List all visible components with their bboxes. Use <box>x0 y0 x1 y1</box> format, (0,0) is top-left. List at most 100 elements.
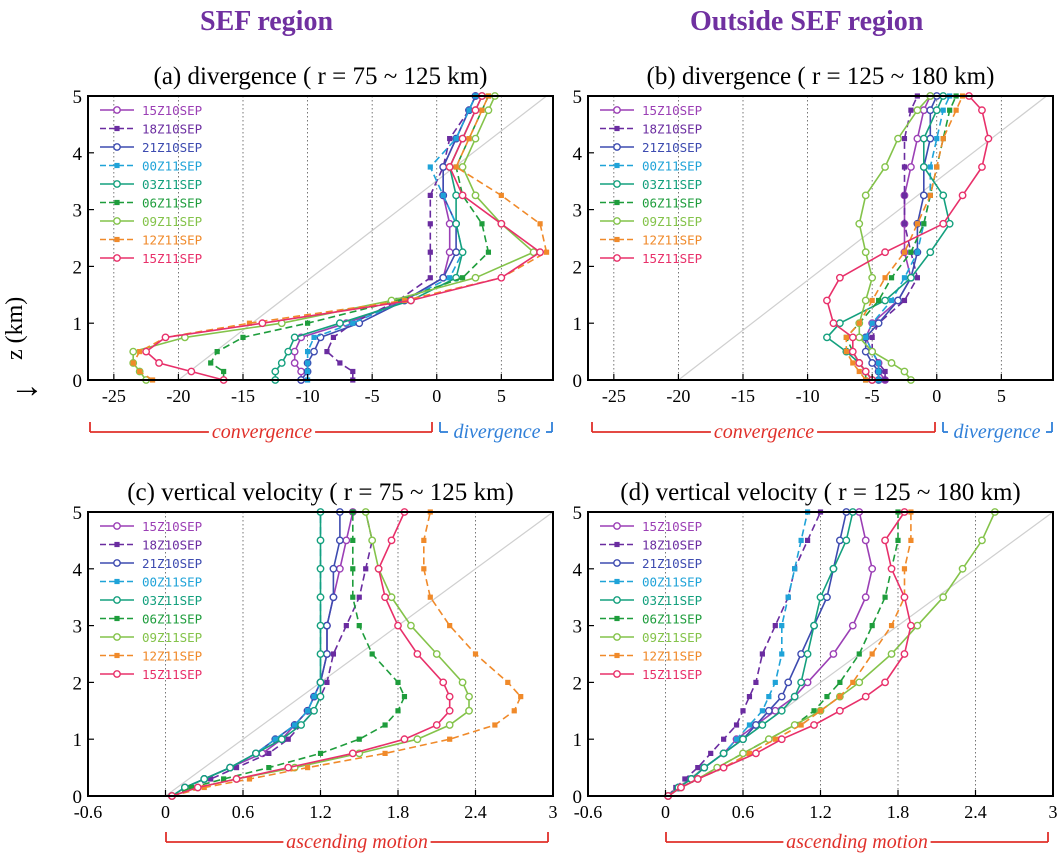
data-point <box>887 564 896 573</box>
data-point <box>137 349 143 355</box>
data-point <box>113 559 121 567</box>
legend-label: 03Z11SEP <box>142 593 202 608</box>
data-point <box>427 275 433 281</box>
data-point <box>497 273 506 282</box>
data-point <box>246 320 253 326</box>
y-tick-label: 5 <box>573 87 583 108</box>
data-point <box>485 249 492 255</box>
x-tick-label: 2.4 <box>964 802 987 822</box>
legend-label: 21Z10SEP <box>142 556 202 571</box>
data-point <box>113 180 121 188</box>
data-point <box>613 254 621 262</box>
data-point <box>682 776 688 782</box>
data-point <box>407 296 415 305</box>
data-point <box>427 192 433 198</box>
data-point <box>739 749 747 758</box>
data-point <box>945 219 954 228</box>
x-tick-label: 0.6 <box>732 802 755 822</box>
data-point <box>114 236 120 243</box>
data-point <box>439 163 448 171</box>
data-point <box>427 249 433 255</box>
data-point <box>330 334 337 340</box>
data-point <box>798 722 804 728</box>
x-tick-label: 0 <box>161 802 170 822</box>
data-point <box>447 136 453 142</box>
data-point <box>907 621 915 630</box>
data-point <box>401 297 408 304</box>
data-point <box>511 708 517 714</box>
data-point <box>733 736 740 742</box>
data-point <box>772 679 778 685</box>
data-point <box>413 650 422 658</box>
y-tick-label: 2 <box>573 257 583 278</box>
data-point <box>284 347 293 356</box>
data-point <box>876 297 882 304</box>
data-point <box>861 367 870 376</box>
data-point <box>939 593 948 602</box>
ascending-bracket-d-label: ascending motion <box>786 831 928 853</box>
y-tick-label: 1 <box>573 730 583 751</box>
data-point <box>304 349 311 355</box>
data-point <box>445 163 454 171</box>
data-point <box>978 536 986 545</box>
data-point <box>953 107 959 113</box>
data-point <box>779 651 785 657</box>
data-point <box>350 368 356 375</box>
data-point <box>316 536 325 545</box>
data-point <box>113 217 121 225</box>
data-point <box>505 679 511 685</box>
data-point <box>901 136 908 142</box>
data-point <box>232 775 241 783</box>
series-00Z11SEP <box>863 93 953 383</box>
data-point <box>129 347 138 356</box>
data-point <box>901 249 908 255</box>
reference-line <box>178 95 547 381</box>
x-tick-label: -10 <box>296 386 320 406</box>
data-point <box>304 320 311 326</box>
data-point <box>387 593 396 602</box>
data-point <box>758 721 767 729</box>
data-point <box>374 564 383 573</box>
legend: 15Z10SEP 18Z10SEP 21Z10SEP 00Z11SEP 03Z11SEP… <box>100 519 202 682</box>
data-point <box>348 749 357 758</box>
data-point <box>114 652 120 659</box>
data-point <box>810 621 818 630</box>
data-point <box>926 134 935 143</box>
data-point <box>452 219 461 228</box>
legend-label: 09Z11SEP <box>642 214 702 229</box>
x-tick-label: -20 <box>166 386 190 406</box>
data-point <box>187 367 196 376</box>
y-tick-label: 4 <box>573 560 583 581</box>
data-point <box>401 694 408 700</box>
legend-label: 06Z11SEP <box>142 196 202 211</box>
data-point <box>471 134 480 143</box>
data-point <box>752 749 760 758</box>
legend-label: 00Z11SEP <box>642 159 702 174</box>
data-point <box>452 191 461 200</box>
data-point <box>447 623 453 629</box>
data-point <box>394 621 402 630</box>
series-line <box>144 95 542 381</box>
data-point <box>439 273 448 282</box>
data-point <box>447 275 453 281</box>
data-point <box>919 134 928 143</box>
data-point <box>453 164 459 170</box>
data-point <box>861 296 870 305</box>
data-point <box>316 593 325 602</box>
data-point <box>413 735 422 744</box>
series-line <box>209 95 490 380</box>
legend-label: 03Z11SEP <box>142 177 202 192</box>
data-point <box>465 706 473 715</box>
data-point <box>240 334 246 340</box>
y-tick-label: 1 <box>73 730 83 751</box>
data-point <box>901 164 908 170</box>
series-line <box>171 511 522 797</box>
data-point <box>869 320 875 326</box>
data-point <box>395 708 401 714</box>
data-point <box>342 536 351 545</box>
legend: 15Z10SEP 18Z10SEP 21Z10SEP 00Z11SEP 03Z11SEP… <box>600 519 702 682</box>
data-point <box>323 621 331 630</box>
y-tick-label: 0 <box>73 787 83 808</box>
data-point <box>447 736 453 742</box>
x-tick-label: 0 <box>661 802 670 822</box>
